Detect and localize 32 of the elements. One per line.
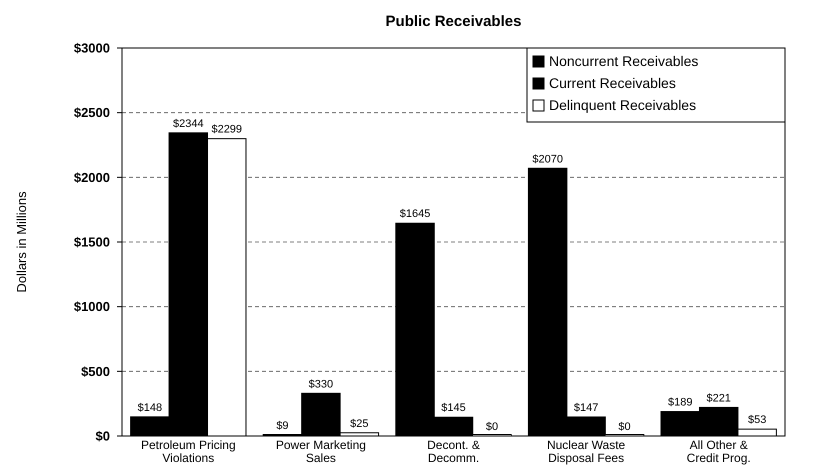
y-tick-label: $2500 bbox=[74, 105, 110, 120]
data-label: $330 bbox=[308, 378, 334, 390]
data-label: $0 bbox=[618, 421, 631, 433]
legend-label: Current Receivables bbox=[549, 75, 676, 91]
y-tick-label: $3000 bbox=[74, 40, 110, 56]
x-tick-label: All Other & Credit Prog. bbox=[686, 438, 751, 465]
x-tick-label: Decont. & Decomm. bbox=[427, 438, 480, 465]
y-tick-label: $1500 bbox=[74, 234, 110, 250]
y-tick-label: $500 bbox=[81, 364, 110, 379]
data-label: $1645 bbox=[400, 208, 430, 220]
data-label: $2344 bbox=[173, 118, 204, 130]
data-label: $0 bbox=[486, 421, 498, 433]
y-tick-label: $0 bbox=[96, 428, 110, 444]
chart-title: Public Receivables bbox=[386, 13, 522, 30]
data-label: $221 bbox=[706, 392, 731, 404]
data-label: $2070 bbox=[532, 153, 563, 166]
data-label: $9 bbox=[276, 420, 289, 432]
legend-label: Delinquent Receivables bbox=[549, 97, 696, 113]
data-label: $25 bbox=[350, 418, 369, 430]
y-tick-label: $1000 bbox=[74, 299, 110, 314]
data-label: $189 bbox=[668, 396, 692, 409]
data-label: $148 bbox=[138, 402, 162, 414]
data-label: $147 bbox=[574, 402, 598, 414]
y-axis-title: Dollars in Millions bbox=[14, 190, 29, 293]
data-label: $53 bbox=[748, 414, 766, 426]
x-tick-label: Petroleum Pricing Violations bbox=[140, 438, 236, 465]
legend-label: Noncurrent Receivables bbox=[549, 53, 698, 69]
x-tick-label: Power Marketing Sales bbox=[276, 438, 366, 465]
data-label: $145 bbox=[441, 402, 466, 414]
data-label: $2299 bbox=[211, 124, 242, 136]
x-tick-label: Nuclear Waste Disposal Fees bbox=[546, 438, 626, 465]
y-tick-label: $2000 bbox=[74, 170, 110, 185]
